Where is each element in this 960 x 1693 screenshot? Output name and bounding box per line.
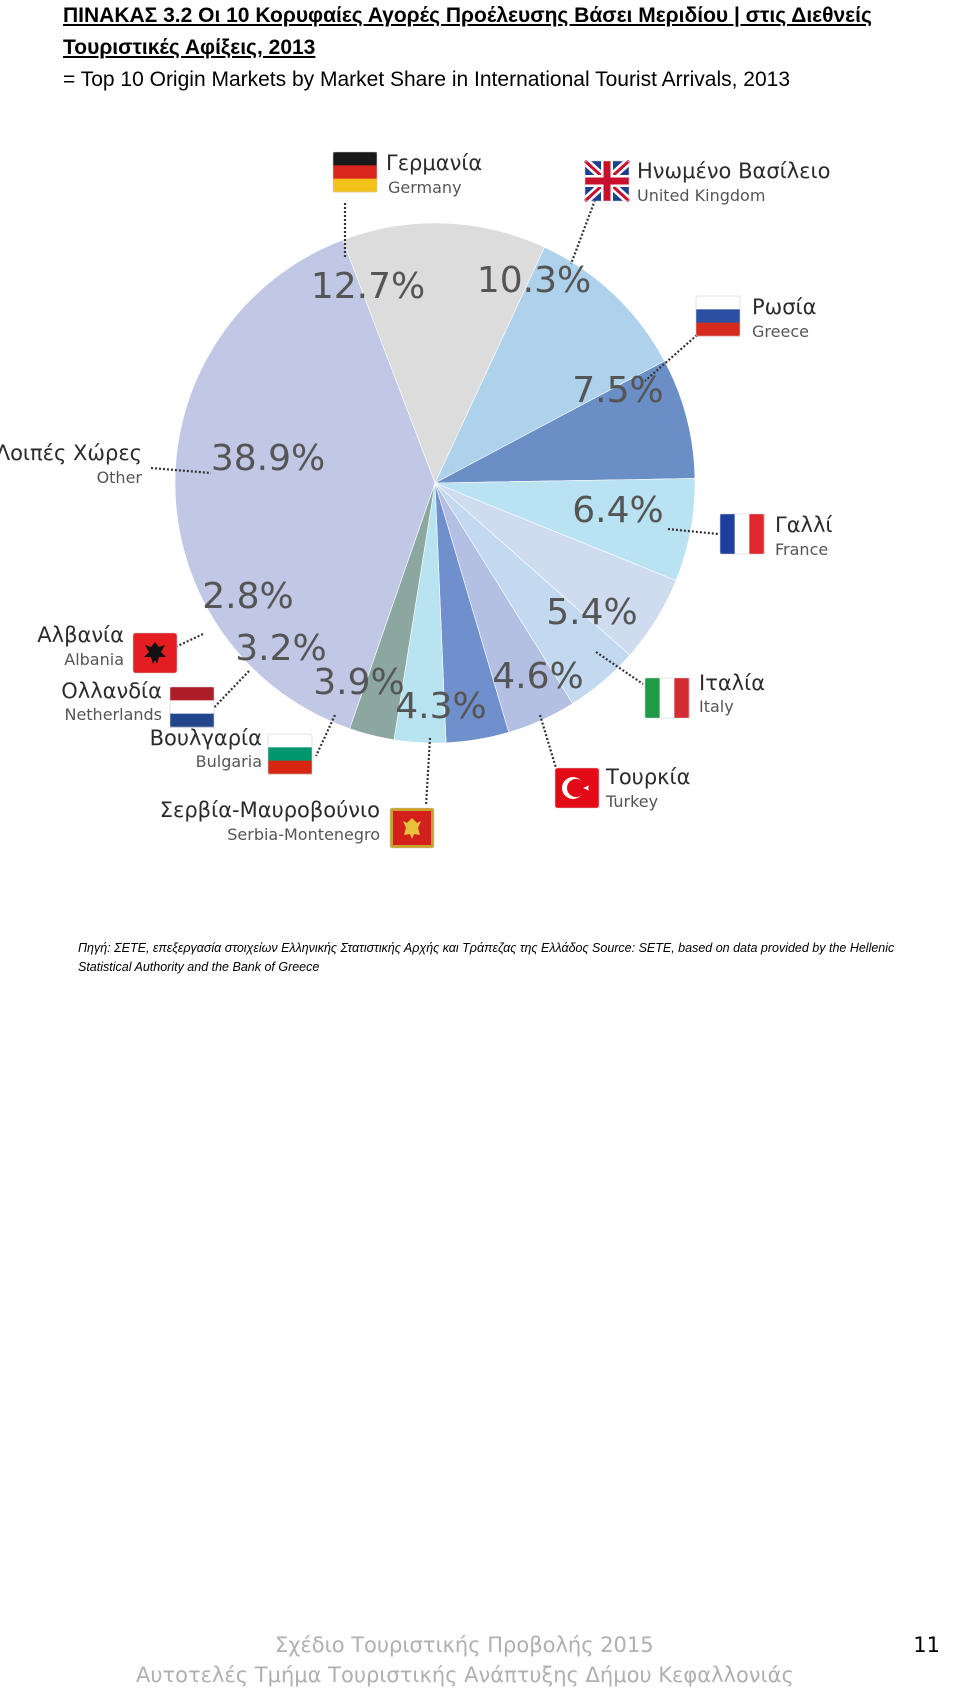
country-label-en-turkey: Turkey bbox=[605, 792, 658, 811]
country-label-netherlands: Ολλανδία bbox=[61, 679, 162, 703]
turkey-flag-icon bbox=[554, 767, 600, 809]
value-label-italy: 5.4% bbox=[546, 592, 637, 633]
pie-slices bbox=[174, 222, 696, 744]
pie-slice-other bbox=[174, 239, 436, 729]
bulgaria-flag-icon bbox=[267, 733, 313, 775]
footer-document-title: Σχέδιο Τουριστικής Προβολής 2015 bbox=[275, 1633, 654, 1657]
leader-line-serbia-montenegro bbox=[424, 737, 432, 807]
value-label-greece: 7.5% bbox=[572, 370, 663, 411]
pie-slice-germany bbox=[342, 222, 545, 484]
country-label-en-serbia-montenegro: Serbia-Montenegro bbox=[227, 825, 380, 844]
country-label-en-france: France bbox=[775, 540, 828, 559]
table-subtitle: = Top 10 Origin Markets by Market Share … bbox=[63, 68, 791, 91]
pie-slice-united-kingdom bbox=[434, 246, 665, 484]
country-label-en-other: Other bbox=[97, 468, 143, 487]
leader-line-greece bbox=[644, 334, 698, 382]
table-title-line1: ΠΙΝΑΚΑΣ 3.2 Οι 10 Κορυφαίες Αγορές Προέλ… bbox=[63, 4, 872, 27]
netherlands-flag-icon bbox=[169, 686, 215, 728]
value-label-germany: 12.7% bbox=[311, 266, 425, 307]
country-label-france: Γαλλί bbox=[775, 513, 833, 537]
country-label-en-greece: Greece bbox=[752, 322, 809, 341]
pie-slice-greece bbox=[434, 360, 696, 484]
leader-line-italy bbox=[595, 651, 644, 685]
country-label-en-italy: Italy bbox=[699, 697, 734, 716]
value-label-netherlands: 3.2% bbox=[235, 628, 326, 669]
albania-flag-icon bbox=[132, 632, 178, 674]
value-label-bulgaria: 3.9% bbox=[313, 662, 404, 703]
italy-flag-icon bbox=[644, 677, 690, 719]
value-label-turkey: 4.6% bbox=[492, 656, 583, 697]
pie-chart: 12.7% 10.3% 7.5% 6.4% 5.4% 4.6%4.3%3.9%3.2% 2.… bbox=[0, 151, 833, 849]
footer-department: Αυτοτελές Τμήμα Τουριστικής Ανάπτυξης Δή… bbox=[136, 1663, 794, 1687]
country-label-united-kingdom: Ηνωμένο Βασίλειο bbox=[637, 159, 830, 183]
germany-flag-icon bbox=[332, 151, 378, 193]
leader-line-turkey bbox=[538, 714, 558, 769]
value-labels: 12.7% 10.3% 7.5% 6.4% 5.4% 4.6%4.3%3.9%3.2% 2.… bbox=[202, 260, 663, 727]
table-title-line2: Τουριστικές Αφίξεις, 2013 bbox=[63, 36, 316, 59]
source-note: Πηγή: ΣΕΤΕ, επεξεργασία στοιχείων Ελληνι… bbox=[78, 941, 895, 974]
value-label-other: 38.9% bbox=[211, 438, 325, 479]
country-label-other: Λοιπές Χώρες bbox=[0, 441, 142, 465]
page-number: 11 bbox=[913, 1633, 940, 1657]
leader-line-france bbox=[667, 527, 719, 536]
country-label-en-bulgaria: Bulgaria bbox=[196, 752, 262, 771]
country-label-turkey: Τουρκία bbox=[605, 765, 690, 789]
country-label-en-germany: Germany bbox=[388, 178, 462, 197]
value-label-serbia-montenegro: 4.3% bbox=[395, 686, 486, 727]
country-label-en-albania: Albania bbox=[64, 650, 124, 669]
country-label-germany: Γερμανία bbox=[386, 151, 482, 175]
france-flag-icon bbox=[719, 513, 765, 555]
country-label-en-united-kingdom: United Kingdom bbox=[637, 186, 765, 205]
country-label-en-netherlands: Netherlands bbox=[64, 705, 162, 724]
country-labels: Γερμανία Germany Ηνωμένο Βασίλειο United Ki… bbox=[0, 151, 833, 844]
country-label-albania: Αλβανία bbox=[37, 623, 124, 647]
country-label-italy: Ιταλία bbox=[699, 671, 765, 695]
uk-flag-icon bbox=[582, 158, 632, 204]
flags bbox=[132, 151, 765, 849]
country-label-greece: Ρωσία bbox=[752, 295, 817, 319]
value-label-france: 6.4% bbox=[572, 490, 663, 531]
value-label-united-kingdom: 10.3% bbox=[477, 260, 591, 301]
value-label-albania: 2.8% bbox=[202, 576, 293, 617]
leader-line-united-kingdom bbox=[569, 199, 597, 265]
montenegro-flag-icon bbox=[389, 807, 435, 849]
russia-flag-icon bbox=[695, 295, 741, 337]
title-block: ΠΙΝΑΚΑΣ 3.2 Οι 10 Κορυφαίες Αγορές Προέλ… bbox=[63, 0, 958, 96]
leader-line-bulgaria bbox=[315, 714, 336, 757]
country-label-bulgaria: Βουλγαρία bbox=[150, 726, 262, 750]
page-footer: Σχέδιο Τουριστικής Προβολής 2015 Αυτοτελ… bbox=[0, 1630, 960, 1693]
country-label-serbia-montenegro: Σερβία-Μαυροβούνιο bbox=[160, 798, 380, 822]
